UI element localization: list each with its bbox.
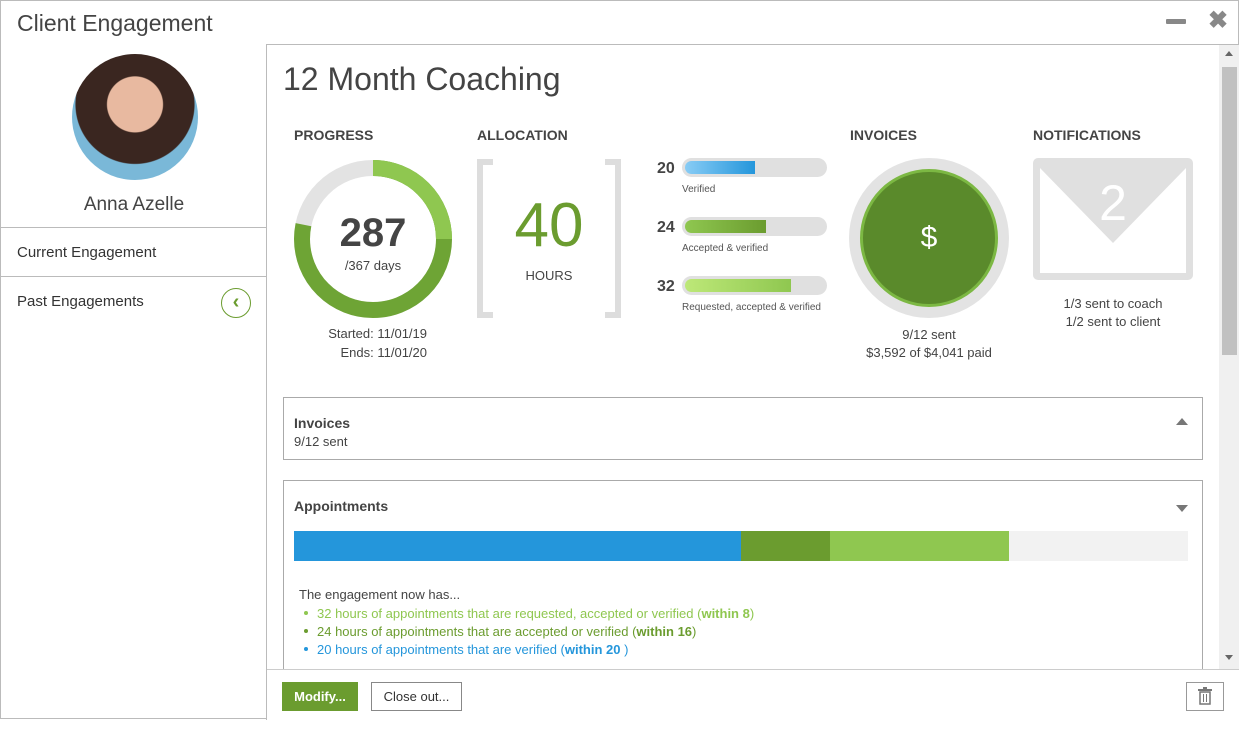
allocation-hours: 40 <box>514 191 584 260</box>
item-text: 20 hours of appointments that are verifi… <box>317 642 565 657</box>
item-bold: within 16 <box>636 624 693 639</box>
sidebar-item-label: Current Engagement <box>17 244 157 261</box>
window-title: Client Engagement <box>17 10 213 36</box>
modify-button[interactable]: Modify... <box>282 682 358 711</box>
main-content: 12 Month Coaching PROGRESS 287 /367 days… <box>266 44 1239 721</box>
allocation-bar-label: Requested, accepted & verified <box>682 302 821 313</box>
dollar-icon: $ <box>860 169 998 307</box>
close-out-button[interactable]: Close out... <box>371 682 462 711</box>
item-bold: within 8 <box>701 606 750 621</box>
panel-title: Appointments <box>294 498 389 514</box>
allocation-bar <box>682 158 827 177</box>
close-icon[interactable]: ✖ <box>1208 7 1229 34</box>
progress-donut <box>294 160 452 318</box>
allocation-heading: ALLOCATION <box>477 127 568 143</box>
allocation-unit: HOURS <box>525 268 573 283</box>
allocation-bar-fill <box>685 161 755 174</box>
sidebar-item-past-engagements[interactable]: Past Engagements ‹ <box>1 276 267 326</box>
invoices-sent: 9/12 sent <box>902 327 956 342</box>
caret-up-icon[interactable] <box>1176 418 1188 425</box>
allocation-bar-value: 24 <box>657 219 675 236</box>
scroll-down-icon[interactable] <box>1225 655 1233 660</box>
panel-title: Invoices <box>294 415 351 431</box>
allocation-bar <box>682 276 827 295</box>
invoices-paid: $3,592 of $4,041 paid <box>866 345 992 360</box>
progress-started: Started: 11/01/19 <box>328 326 427 341</box>
appointment-summary-item: 24 hours of appointments that are accept… <box>299 623 754 641</box>
sidebar-item-label: Past Engagements <box>17 293 144 310</box>
appointments-panel: Appointments The engagement now has... 3… <box>283 480 1203 680</box>
invoices-heading: INVOICES <box>850 127 917 143</box>
appointments-bar-segment <box>830 531 1010 561</box>
item-text: 24 hours of appointments that are accept… <box>317 624 637 639</box>
notifications-coach: 1/3 sent to coach <box>1063 296 1163 311</box>
progress-value: 287 <box>339 211 407 255</box>
appointments-intro: The engagement now has... <box>299 587 461 602</box>
avatar <box>72 54 198 180</box>
page-title: 12 Month Coaching <box>283 61 561 97</box>
allocation-bar-fill <box>685 220 766 233</box>
scroll-up-icon[interactable] <box>1225 51 1233 56</box>
caret-down-icon[interactable] <box>1176 505 1188 512</box>
item-bold: within 20 <box>564 642 625 657</box>
delete-button[interactable] <box>1186 682 1224 711</box>
invoices-ring: $ <box>849 158 1009 318</box>
allocation-bar-value: 32 <box>657 278 675 295</box>
minimize-icon[interactable] <box>1166 19 1186 24</box>
bullet-icon <box>304 611 308 615</box>
item-close: ) <box>692 624 697 639</box>
appointment-summary-item: 32 hours of appointments that are reques… <box>299 605 754 623</box>
appointments-bar-segment <box>741 531 831 561</box>
allocation-bar-fill <box>685 279 791 292</box>
sidebar: Anna Azelle Current Engagement Past Enga… <box>1 44 267 720</box>
item-close: ) <box>749 606 755 621</box>
allocation-bar-label: Accepted & verified <box>682 243 769 254</box>
allocation-bar-label: Verified <box>682 184 716 195</box>
footer: Modify... Close out... <box>267 669 1239 721</box>
appointments-bar-segment <box>294 531 741 561</box>
allocation-bar-value: 20 <box>657 160 675 177</box>
notification-count: 2 <box>1099 175 1127 231</box>
bullet-icon <box>304 647 308 651</box>
scrollbar[interactable] <box>1219 45 1239 669</box>
progress-total: /367 days <box>344 258 402 273</box>
panel-subtitle: 9/12 sent <box>294 434 348 449</box>
allocation-bracket <box>477 159 621 318</box>
client-name: Anna Azelle <box>83 194 185 215</box>
chevron-left-icon[interactable]: ‹ <box>221 288 251 318</box>
appointments-bar <box>294 531 1188 561</box>
trash-icon <box>1198 687 1212 705</box>
invoices-panel[interactable]: Invoices 9/12 sent <box>283 397 1203 460</box>
progress-ends: Ends: 11/01/20 <box>340 345 428 360</box>
allocation-bar <box>682 217 827 236</box>
envelope-icon <box>1033 158 1193 280</box>
appointment-summary-item: 20 hours of appointments that are verifi… <box>299 641 754 659</box>
notifications-heading: NOTIFICATIONS <box>1033 127 1141 143</box>
sidebar-item-current-engagement[interactable]: Current Engagement <box>1 227 267 277</box>
bullet-icon <box>304 629 308 633</box>
progress-heading: PROGRESS <box>294 127 374 143</box>
item-text: 32 hours of appointments that are reques… <box>317 606 702 621</box>
notifications-client: 1/2 sent to client <box>1065 314 1161 329</box>
scrollbar-thumb[interactable] <box>1222 67 1237 355</box>
item-close: ) <box>624 642 629 657</box>
